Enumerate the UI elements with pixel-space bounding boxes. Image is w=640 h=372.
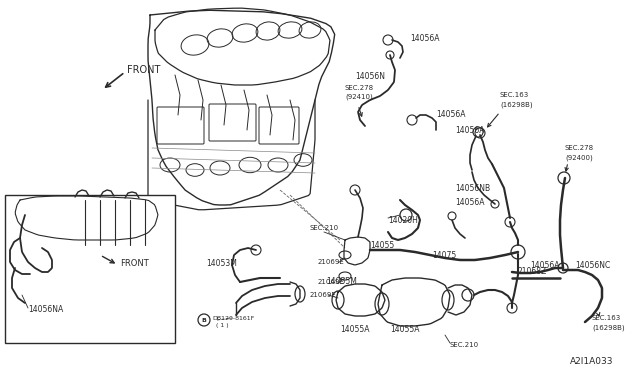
Text: 14053M: 14053M — [206, 259, 237, 267]
Text: SEC.163: SEC.163 — [592, 315, 621, 321]
Text: SEC.278: SEC.278 — [345, 85, 374, 91]
Text: A2I1A033: A2I1A033 — [570, 357, 614, 366]
Text: FRONT: FRONT — [120, 260, 148, 269]
Text: (16298B): (16298B) — [592, 325, 625, 331]
Text: 14056A: 14056A — [455, 198, 484, 206]
Text: 21069E: 21069E — [318, 279, 345, 285]
Text: 21068Z: 21068Z — [518, 267, 547, 276]
Text: 14056NB: 14056NB — [455, 183, 490, 192]
Bar — [5, 195, 175, 343]
Text: SEC.210: SEC.210 — [450, 342, 479, 348]
Text: 14075: 14075 — [432, 250, 456, 260]
Text: (92410): (92410) — [345, 94, 372, 100]
Text: 14020H: 14020H — [388, 215, 418, 224]
Text: ( 1 ): ( 1 ) — [216, 324, 228, 328]
Text: 21069E: 21069E — [318, 259, 345, 265]
Text: FRONT: FRONT — [127, 65, 161, 75]
Text: 14056NC: 14056NC — [575, 260, 611, 269]
Text: 14055A: 14055A — [390, 326, 419, 334]
Text: SEC.163: SEC.163 — [500, 92, 529, 98]
Text: 14056A: 14056A — [410, 33, 440, 42]
Text: 14056N: 14056N — [355, 71, 385, 80]
Text: DB120-8161F: DB120-8161F — [212, 315, 254, 321]
Text: SEC.210: SEC.210 — [310, 225, 339, 231]
Text: B: B — [202, 317, 207, 323]
Text: 14056A: 14056A — [530, 260, 559, 269]
Text: 14055: 14055 — [370, 241, 394, 250]
Text: (92400): (92400) — [565, 155, 593, 161]
Text: 21069E: 21069E — [310, 292, 337, 298]
Text: 14056A: 14056A — [455, 125, 484, 135]
Text: 14055A: 14055A — [340, 326, 369, 334]
Text: 14056NA: 14056NA — [28, 305, 63, 314]
Text: (16298B): (16298B) — [500, 102, 532, 108]
Text: 14056A: 14056A — [436, 109, 465, 119]
Text: SEC.278: SEC.278 — [565, 145, 594, 151]
Circle shape — [198, 314, 210, 326]
Text: 14055M: 14055M — [326, 278, 357, 286]
